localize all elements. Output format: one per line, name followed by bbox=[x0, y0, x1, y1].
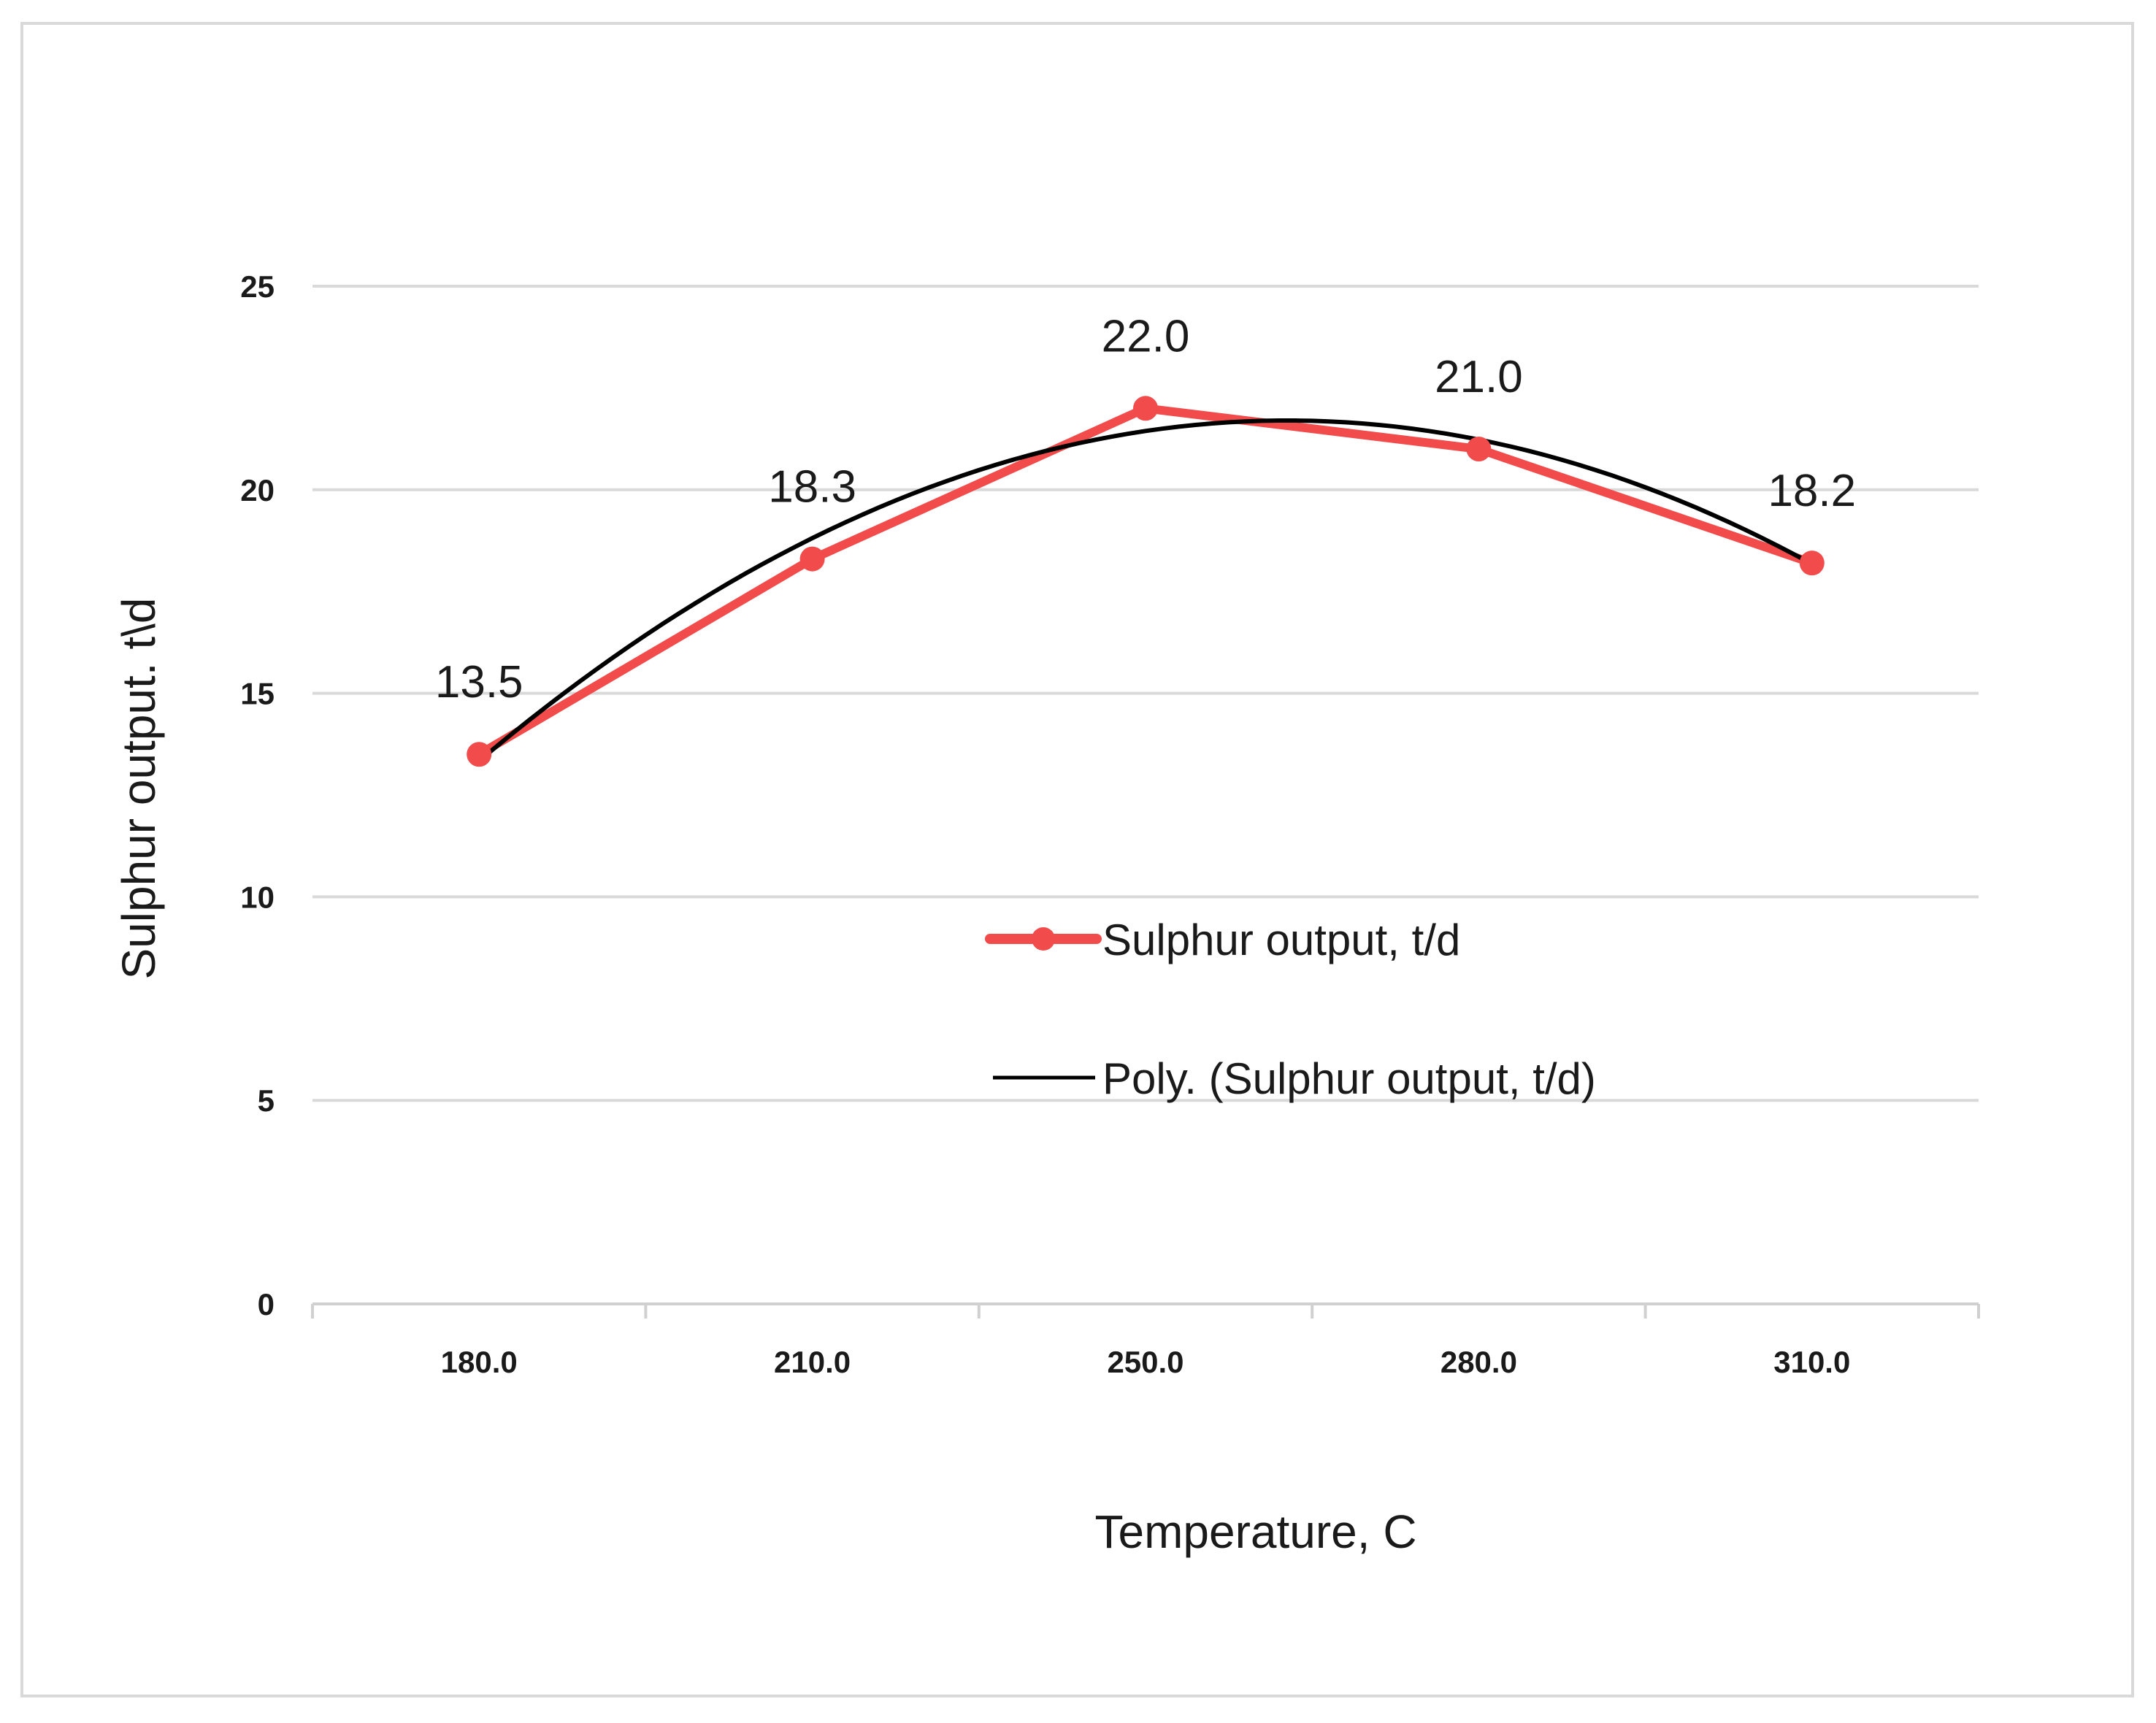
y-tick-label: 0 bbox=[258, 1287, 275, 1321]
x-tick-labels: 180.0 210.0 250.0 280.0 310.0 bbox=[441, 1345, 1851, 1379]
data-label: 18.3 bbox=[768, 462, 856, 513]
data-markers bbox=[467, 396, 1825, 767]
y-tick-label: 15 bbox=[240, 677, 275, 711]
data-point-marker bbox=[799, 546, 825, 572]
x-tick-label: 310.0 bbox=[1773, 1345, 1850, 1379]
x-axis bbox=[311, 1302, 1980, 1319]
data-point-marker bbox=[467, 742, 492, 767]
x-tick-label: 280.0 bbox=[1440, 1345, 1517, 1379]
legend-label-sulphur-output: Sulphur output, t/d bbox=[1102, 916, 1460, 964]
y-tick-label: 20 bbox=[240, 473, 275, 507]
x-tick-label: 210.0 bbox=[774, 1345, 851, 1379]
data-series bbox=[475, 404, 1817, 759]
legend-marker-sulphur-output bbox=[1032, 927, 1055, 951]
data-point-marker bbox=[1466, 437, 1492, 462]
x-tick-label: 250.0 bbox=[1107, 1345, 1184, 1379]
series-line-sulphur-output bbox=[475, 404, 1817, 759]
trendline bbox=[477, 418, 1814, 763]
data-label: 13.5 bbox=[435, 657, 523, 707]
data-point-marker bbox=[1799, 550, 1825, 576]
y-tick-label: 5 bbox=[258, 1083, 275, 1118]
data-label: 22.0 bbox=[1102, 311, 1190, 361]
y-axis-title: Sulphur output. t\d bbox=[112, 597, 165, 979]
y-tick-label: 25 bbox=[240, 269, 275, 304]
x-tick-label: 180.0 bbox=[441, 1345, 518, 1379]
legend: Sulphur output, t/d Poly. (Sulphur outpu… bbox=[985, 916, 1596, 1103]
legend-label-poly-trendline: Poly. (Sulphur output, t/d) bbox=[1102, 1054, 1596, 1103]
x-axis-title: Temperature, C bbox=[1094, 1505, 1416, 1558]
data-label: 18.2 bbox=[1768, 466, 1856, 516]
y-tick-label: 10 bbox=[240, 880, 275, 914]
data-label: 21.0 bbox=[1435, 352, 1523, 402]
data-point-marker bbox=[1133, 396, 1158, 421]
y-tick-labels: 0 5 10 15 20 25 bbox=[240, 269, 275, 1321]
trendline-poly-sulphur-output bbox=[477, 418, 1814, 763]
data-labels: 13.5 18.3 22.0 21.0 18.2 bbox=[435, 311, 1856, 707]
chart-frame bbox=[20, 22, 2134, 1697]
